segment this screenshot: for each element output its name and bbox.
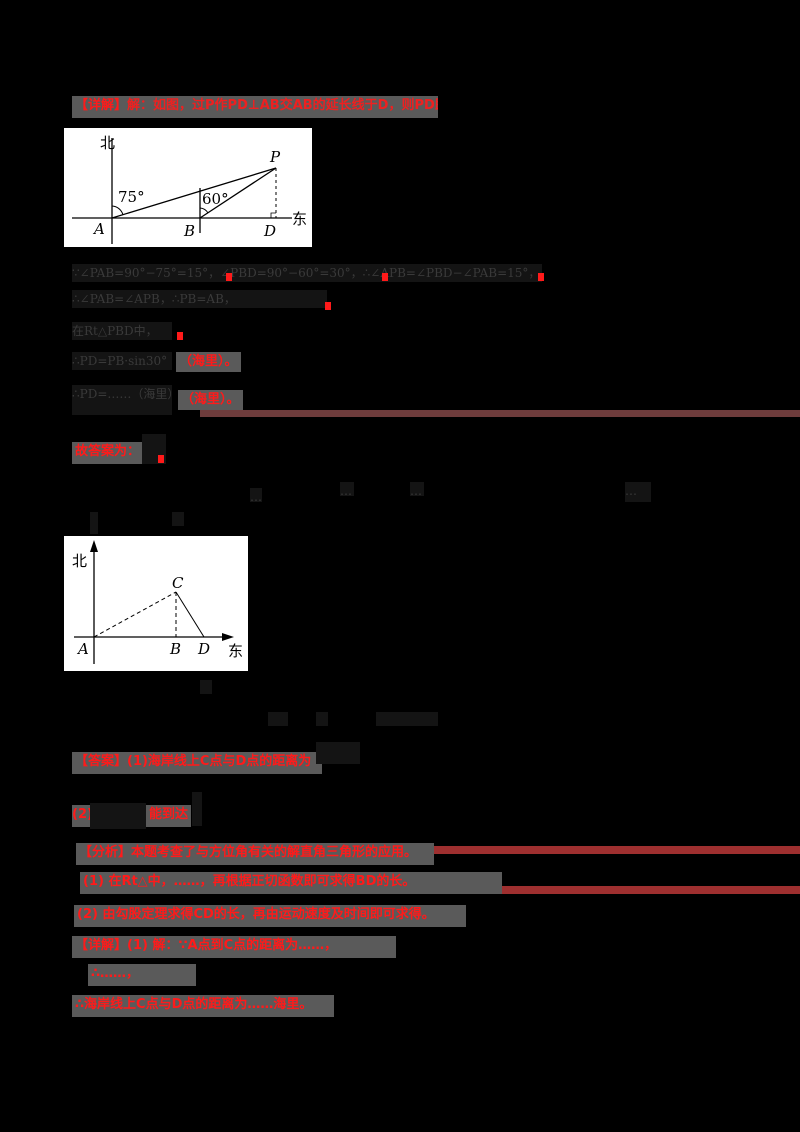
question-fragment bbox=[172, 512, 184, 526]
analysis-step-2: (2) 由勾股定理求得CD的长，再由运动速度及时间即可求得。 bbox=[74, 905, 466, 927]
analysis-text: 本题考查了与方位角有关的解直角三角形的应用。 bbox=[131, 845, 418, 860]
derivation-line-5: ∴PD=……（海里）。 bbox=[72, 385, 172, 415]
question-fragment: … bbox=[410, 482, 424, 498]
derivation-line-4: ∴PD=PB·sin30°（海里）， bbox=[72, 352, 172, 370]
detail-step-2: ∴……， bbox=[88, 964, 196, 986]
unit-nautical-mile: （海里）。 bbox=[176, 352, 241, 372]
north-label: 北 bbox=[100, 134, 115, 152]
figure-coast-points: 北 东 A B C D bbox=[64, 536, 248, 671]
derivation-line-3: 在Rt△PBD中， bbox=[72, 322, 172, 340]
answer-part-2-suffix: 能到达 bbox=[146, 805, 192, 827]
point-d-label: D bbox=[197, 640, 210, 658]
question-fragment bbox=[316, 712, 328, 726]
figure-ship-bearing: 北 东 75° 60° A B D P bbox=[64, 128, 312, 247]
divider-line bbox=[500, 886, 800, 894]
analysis-label: 【分析】 bbox=[79, 845, 132, 860]
solution-header-1: 【详解】解：如图，过P作PD⊥AB交AB的延长线于D，则PD即为所求。 bbox=[72, 96, 438, 118]
question-fragment bbox=[90, 512, 98, 534]
point-p-label: P bbox=[269, 148, 281, 166]
solution-header-text: 解：如图，过P作PD⊥AB交AB的延长线于D，则PD即为所求。 bbox=[127, 98, 438, 113]
question-fragment: … bbox=[340, 482, 354, 498]
detail-text-1: (1) 解：∵A点到C点的距离为……， bbox=[127, 938, 338, 953]
answer-part-2-prefix: (2) bbox=[72, 805, 93, 827]
red-mark bbox=[158, 455, 164, 463]
point-c-label: C bbox=[172, 574, 184, 592]
analysis-header: 【分析】本题考查了与方位角有关的解直角三角形的应用。 bbox=[76, 843, 434, 865]
point-b-label: B bbox=[183, 222, 195, 240]
east-label: 东 bbox=[292, 210, 307, 228]
east-label: 东 bbox=[228, 642, 243, 660]
question-fragment: … bbox=[625, 482, 651, 502]
answer-part-2-fraction bbox=[192, 792, 202, 826]
derivation-line-1: ∵∠PAB=90°−75°=15°，∠PBD=90°−60°=30°，∴∠APB… bbox=[72, 264, 542, 282]
angle-75-label: 75° bbox=[118, 188, 145, 206]
answer-label: 故答案为： bbox=[72, 442, 144, 464]
question-fragment bbox=[200, 680, 212, 694]
red-mark bbox=[226, 273, 232, 281]
solution-label: 【详解】 bbox=[75, 98, 128, 113]
detail-step-3: ∴海岸线上C点与D点的距离为……海里。 bbox=[72, 995, 334, 1017]
answer-part-1-value bbox=[316, 742, 360, 764]
red-mark bbox=[382, 273, 388, 281]
unit-nautical-mile: （海里）。 bbox=[178, 390, 243, 410]
point-a-label: A bbox=[76, 640, 89, 658]
answer-part-2-expression bbox=[90, 803, 146, 829]
red-mark bbox=[325, 302, 331, 310]
red-mark bbox=[538, 273, 544, 281]
detail-label: 【详解】 bbox=[75, 938, 128, 953]
angle-60-label: 60° bbox=[202, 190, 229, 208]
point-d-label: D bbox=[263, 222, 276, 240]
analysis-step-1: (1) 在Rt△中，……，再根据正切函数即可求得BD的长。 bbox=[80, 872, 502, 894]
point-b-label: B bbox=[169, 640, 181, 658]
point-a-label: A bbox=[92, 220, 105, 238]
question-fragment: … bbox=[250, 488, 262, 504]
detail-step-1: 【详解】(1) 解：∵A点到C点的距离为……， bbox=[72, 936, 396, 958]
answer-part-1: 【答案】(1)海岸线上C点与D点的距离为 bbox=[72, 752, 322, 774]
divider-line bbox=[430, 846, 800, 854]
red-mark bbox=[177, 332, 183, 340]
question-fragment bbox=[268, 712, 288, 726]
derivation-line-2: ∴∠PAB=∠APB，∴PB=AB， bbox=[72, 290, 327, 308]
question-fragment bbox=[376, 712, 438, 726]
north-label: 北 bbox=[72, 552, 87, 570]
divider-line bbox=[200, 410, 800, 417]
